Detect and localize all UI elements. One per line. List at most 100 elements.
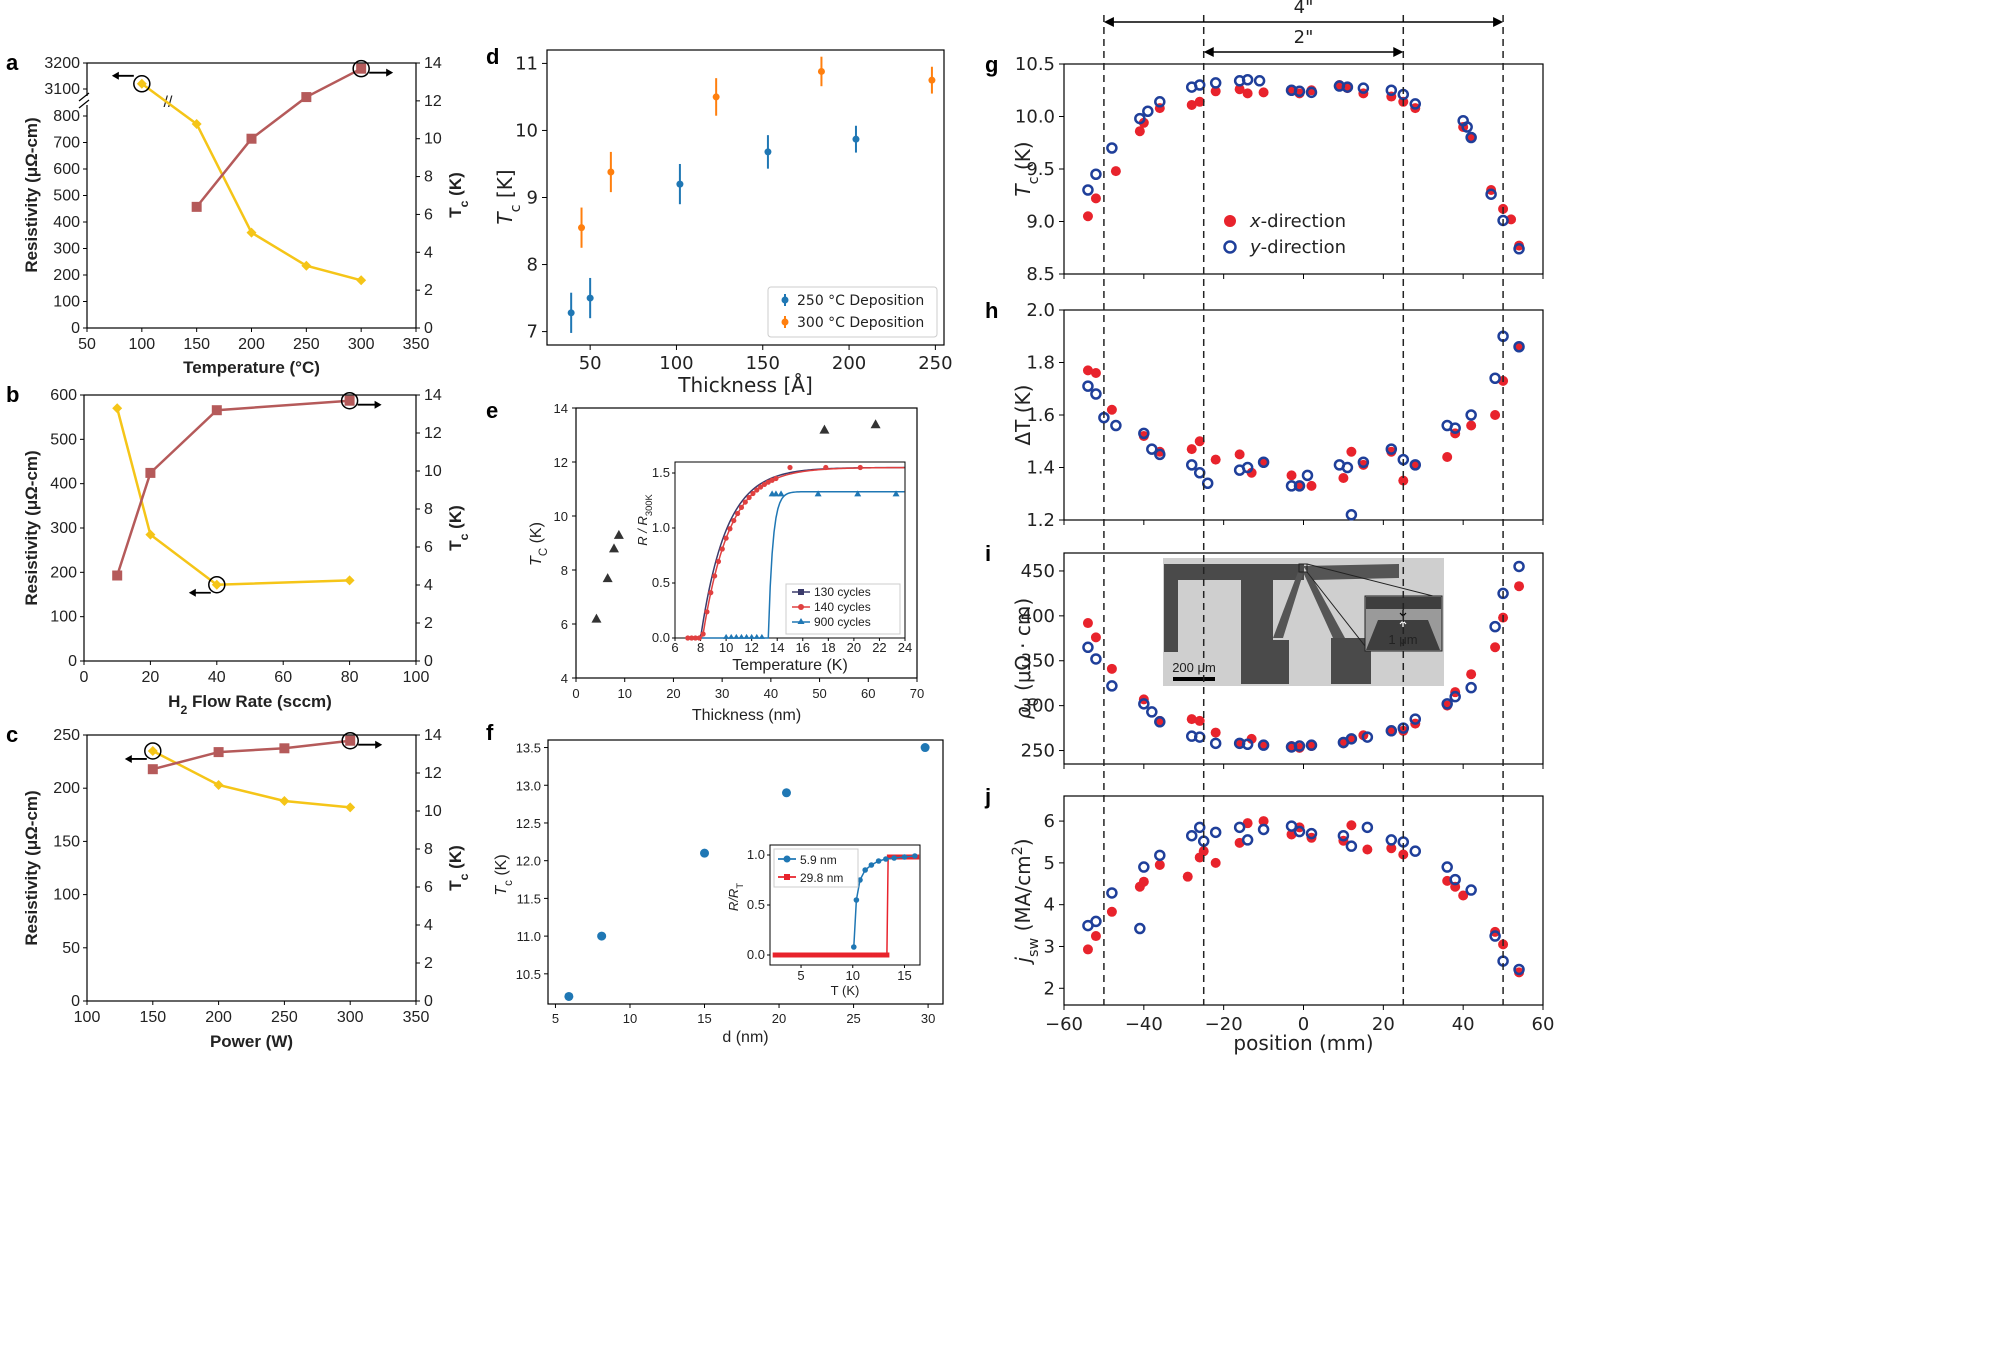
series-resistivity-line: [115, 407, 350, 587]
data-point-y-direction: [1106, 680, 1118, 692]
legend-marker: [798, 604, 804, 610]
y-tick-label: 3100: [44, 81, 80, 98]
data-point-y-direction: [1449, 690, 1461, 703]
legend-label-x-part: x: [1249, 211, 1261, 232]
inset-marker-140: [823, 464, 829, 471]
resistivity-marker: [345, 802, 356, 813]
legend-label-x-part: -direction: [1261, 211, 1346, 232]
inset-legend-label-140: 140 cycles: [814, 600, 871, 614]
data-point: [928, 76, 936, 84]
x-tick-label: 40: [208, 669, 226, 686]
y-axis-title: TC (K): [528, 522, 550, 566]
data-point-y-direction: [1241, 74, 1254, 86]
right-axis-arrowhead: [375, 740, 383, 749]
x-tick-label: 60: [861, 686, 875, 701]
y-tick-label: 1.4: [1026, 458, 1055, 479]
data-point-y-direction: [1146, 443, 1158, 455]
data-point-y-direction: [1461, 121, 1473, 133]
y-axis-title: ρ0 (μΩ · cm): [1011, 598, 1042, 719]
data-point-x-direction: [1466, 420, 1477, 431]
inset-marker-140: [787, 464, 793, 471]
y-axis-title-part: ): [1011, 838, 1035, 846]
y2-tick-label: 6: [424, 539, 433, 556]
annotation-circle: [133, 75, 151, 93]
y-axis-title: Resistivity (μΩ-cm): [22, 790, 41, 945]
legend-marker-y: [1223, 240, 1237, 254]
y-tick-label: 6: [1044, 811, 1055, 832]
inset-y-axis-title-part: R / R: [635, 516, 650, 546]
y-tick-label: 12.0: [516, 854, 541, 869]
y-tick-label: 800: [53, 108, 80, 125]
y-tick-label: 10.5: [1015, 54, 1055, 75]
data-point-y-direction: [1441, 861, 1453, 873]
inset-y-tick-label: 1.5: [652, 465, 670, 480]
data-point: [607, 168, 615, 176]
data-point-x-direction: [1234, 449, 1245, 460]
data-point-y-direction: [1241, 461, 1254, 474]
span-2in-arrowhead: [1393, 47, 1404, 57]
data-point-x-direction: [1194, 96, 1205, 107]
data-point-y-direction: [1489, 372, 1501, 384]
y2-axis-title-part: c: [457, 533, 471, 540]
data-point-y-direction: [1138, 427, 1150, 440]
data-point-x-direction: [1246, 467, 1257, 478]
annotation-circle: [341, 731, 359, 750]
inset-marker-140: [773, 475, 779, 482]
inset-marker-59nm: [901, 854, 908, 860]
data-point-x-direction: [1090, 931, 1101, 942]
annotation-circle: [340, 391, 359, 410]
inset-marker-140: [704, 609, 710, 615]
y2-tick-label: 2: [424, 615, 433, 632]
y-axis-title-part: T: [493, 211, 517, 225]
x-tick-label: 60: [274, 669, 292, 686]
y-tick-label: 7: [527, 322, 538, 343]
data-point-x-direction: [1234, 84, 1245, 95]
plot-frame: [86, 734, 417, 1002]
inset-x-tick-label: 16: [796, 640, 810, 655]
y-tick-label: 300: [50, 520, 77, 537]
annotation-circle: [144, 742, 162, 760]
inset-y-axis-title-part: T: [735, 883, 745, 889]
data-point-y-direction: [1185, 459, 1198, 471]
x-tick-label: 300: [348, 336, 375, 353]
inset-marker-59nm: [883, 856, 889, 862]
inset-marker-900: [738, 633, 745, 639]
y-axis-title-part: (MA/cm: [1011, 855, 1035, 937]
data-point: [567, 309, 575, 317]
axis-break-mark: [78, 99, 90, 109]
y2-tick-label: 4: [424, 917, 433, 934]
x-tick-label: −20: [1205, 1014, 1243, 1035]
y2-tick-label: 0: [424, 993, 433, 1010]
data-point: [852, 135, 860, 143]
y-tick-label: 200: [53, 780, 80, 797]
resistivity-marker: [211, 579, 222, 590]
x-tick-label: 350: [403, 336, 430, 353]
data-point-x-direction: [1186, 714, 1197, 725]
x-tick-label: 30: [921, 1011, 935, 1026]
y-axis-title-part: c: [508, 204, 524, 212]
x-tick-label: 150: [746, 353, 780, 374]
sem-pad-mid: [1241, 580, 1273, 640]
y2-tick-label: 8: [424, 501, 433, 518]
x-tick-label: 20: [1372, 1014, 1395, 1035]
y-tick-label: 400: [53, 214, 80, 231]
data-point: [712, 93, 720, 101]
data-point-y-direction: [1090, 168, 1102, 180]
y2-tick-label: 4: [424, 244, 433, 261]
legend-marker: [797, 618, 805, 624]
y-tick-label: 9: [527, 188, 538, 209]
data-point-x-direction: [1210, 727, 1221, 738]
data-point-y-direction: [1449, 422, 1461, 434]
data-point-x-direction: [1362, 844, 1373, 855]
panel-b: 0 20 40 60 80 1000100200300400500600024681012…: [6, 382, 471, 717]
data-point-y-direction: [1485, 188, 1497, 200]
y-tick-label: 1.6: [1026, 405, 1055, 426]
y-tick-label: 9.5: [1026, 159, 1055, 180]
data-point: [578, 224, 586, 232]
data-point-y-direction: [1361, 821, 1374, 834]
y-axis-title-part: c: [503, 880, 515, 886]
data-point-x-direction: [1194, 436, 1205, 447]
y2-axis-title: Tc (K): [446, 172, 471, 218]
inset-marker-140: [746, 494, 752, 501]
data-point-x-direction: [1210, 86, 1221, 97]
